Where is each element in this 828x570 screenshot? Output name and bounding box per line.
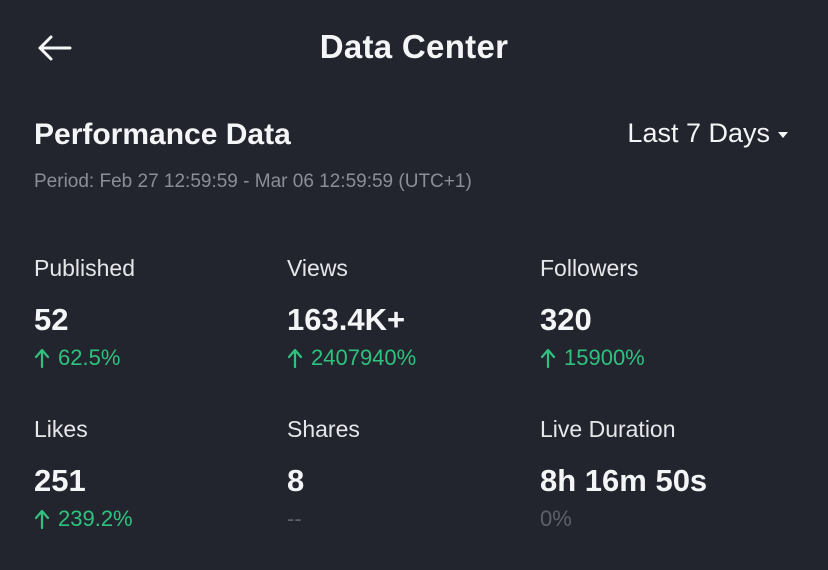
metric-value: 8 [287, 463, 305, 498]
metric-change: 239.2% [34, 506, 284, 532]
metric-label: Shares [287, 416, 360, 442]
metric-change-value: 239.2% [58, 506, 133, 531]
metric-change: 0% [540, 506, 820, 532]
date-range-dropdown[interactable]: Last 7 Days [627, 118, 788, 149]
metric-change-value: 2407940% [311, 345, 417, 370]
metric-change-value: -- [287, 506, 302, 531]
metric-shares[interactable]: Shares 8 -- [287, 416, 537, 532]
metric-change-value: 62.5% [58, 345, 121, 370]
arrow-left-icon [38, 35, 72, 61]
page-title: Data Center [319, 28, 509, 65]
metric-label: Views [287, 255, 348, 281]
metric-value: 163.4K+ [287, 302, 406, 337]
metric-published[interactable]: Published 52 62.5% [34, 255, 284, 371]
metric-label: Followers [540, 255, 639, 281]
metric-change: 2407940% [287, 345, 537, 371]
back-button[interactable] [34, 28, 74, 68]
metric-label: Live Duration [540, 416, 676, 442]
metric-change: 15900% [540, 345, 790, 371]
metric-value: 8h 16m 50s [540, 463, 708, 498]
arrow-up-icon [34, 509, 50, 529]
date-range-label: Last 7 Days [627, 118, 770, 148]
metric-value: 52 [34, 302, 69, 337]
metric-label: Likes [34, 416, 88, 442]
metric-change-value: 0% [540, 506, 572, 531]
metric-change: -- [287, 506, 537, 532]
period-text: Period: Feb 27 12:59:59 - Mar 06 12:59:5… [34, 171, 472, 192]
metric-followers[interactable]: Followers 320 15900% [540, 255, 790, 371]
metric-likes[interactable]: Likes 251 239.2% [34, 416, 284, 532]
caret-down-icon [778, 132, 788, 138]
metric-value: 320 [540, 302, 592, 337]
metric-value: 251 [34, 463, 86, 498]
metric-live-duration[interactable]: Live Duration 8h 16m 50s 0% [540, 416, 820, 532]
metric-views[interactable]: Views 163.4K+ 2407940% [287, 255, 537, 371]
arrow-up-icon [34, 348, 50, 368]
metric-label: Published [34, 255, 136, 281]
arrow-up-icon [540, 348, 556, 368]
section-title: Performance Data [34, 118, 291, 151]
metric-change: 62.5% [34, 345, 284, 371]
metric-change-value: 15900% [564, 345, 645, 370]
arrow-up-icon [287, 348, 303, 368]
